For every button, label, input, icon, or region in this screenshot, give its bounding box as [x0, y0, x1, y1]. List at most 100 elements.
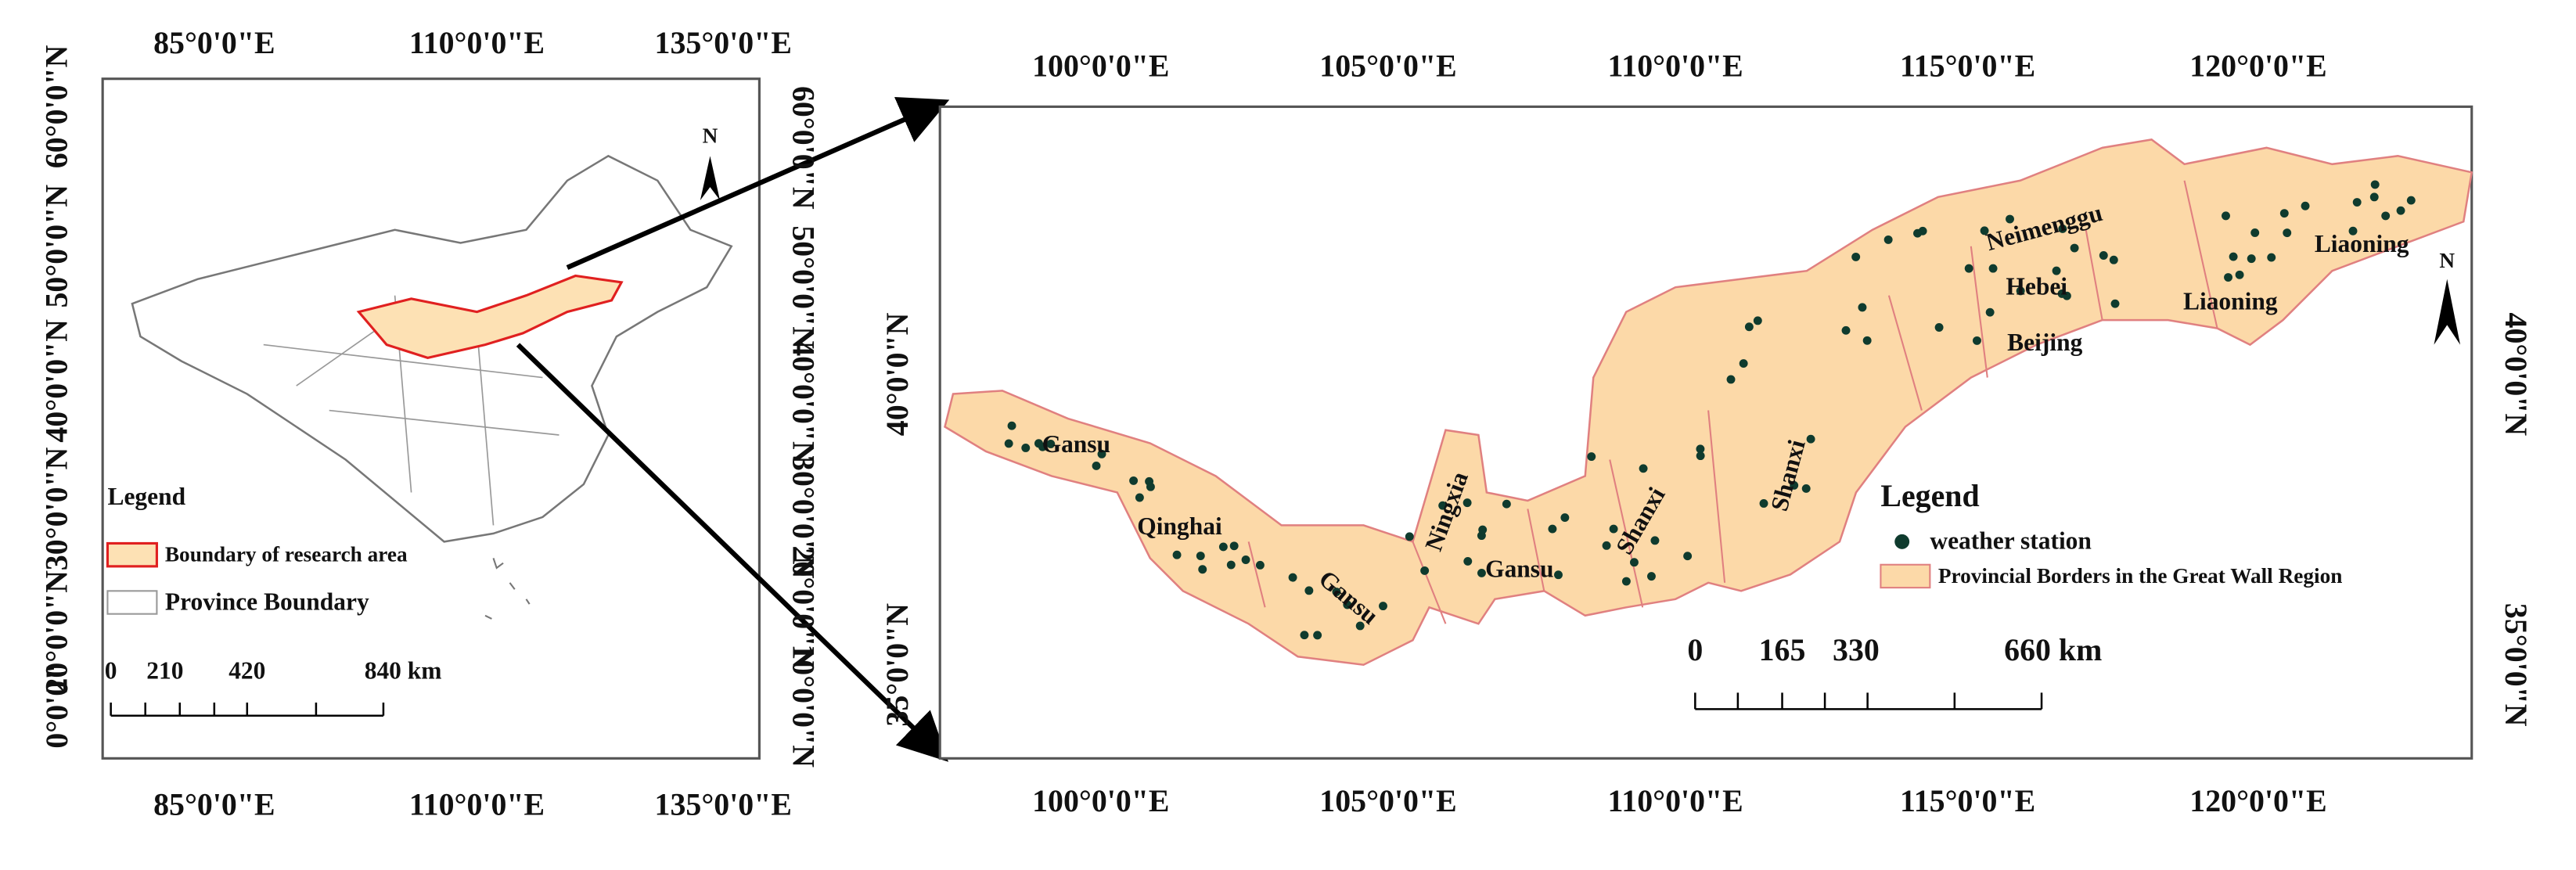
y-label: 60°0'0"N	[786, 86, 822, 210]
weather-station	[1462, 498, 1472, 508]
legend-label: Provincial Borders in the Great Wall Reg…	[1938, 564, 2343, 588]
legend-swatch	[106, 541, 158, 568]
weather-station	[2301, 201, 2310, 210]
weather-station	[1146, 482, 1155, 491]
weather-station	[1862, 336, 1872, 345]
weather-station	[1841, 325, 1851, 335]
province-label: Hebei	[2006, 272, 2067, 300]
weather-station	[1858, 303, 1867, 312]
weather-station	[1172, 550, 1182, 559]
legend-title: Legend	[107, 483, 185, 510]
weather-station	[2396, 206, 2405, 215]
weather-station	[1739, 359, 1748, 368]
weather-station	[1502, 499, 1511, 509]
weather-station	[2016, 286, 2025, 296]
y-label: 40°0'0"N	[39, 319, 74, 443]
weather-station	[2099, 251, 2108, 260]
y-label: 20°0'0"N	[786, 545, 822, 669]
weather-station	[2109, 255, 2118, 264]
weather-station	[2058, 224, 2067, 233]
weather-station	[1300, 631, 1309, 640]
weather-station	[1343, 600, 1352, 609]
weather-station	[1790, 480, 1799, 490]
weather-station	[2070, 243, 2079, 253]
province-borders	[1247, 180, 2218, 624]
weather-station	[1726, 375, 1736, 384]
weather-station	[1548, 524, 1557, 534]
weather-station	[1135, 493, 1144, 502]
weather-station	[1801, 484, 1811, 493]
weather-station	[1650, 536, 1660, 545]
weather-station	[1806, 434, 1815, 444]
weather-station	[1683, 552, 1693, 561]
weather-station	[1913, 228, 1922, 238]
weather-station	[1288, 573, 1297, 582]
x-label: 135°0'0"E	[655, 25, 792, 60]
weather-station	[2369, 192, 2379, 202]
scale-label: 0	[1687, 632, 1703, 667]
arrow	[566, 97, 950, 270]
y-label: 50°0'0"N	[39, 185, 74, 308]
y-label: 40°0'0"N	[880, 312, 915, 436]
weather-station	[1988, 264, 1998, 273]
province-label: Liaoning	[2315, 230, 2409, 257]
weather-station	[1226, 560, 1236, 570]
legend-title: Legend	[1880, 478, 1979, 513]
weather-station	[1696, 451, 1705, 461]
weather-station	[1980, 226, 1989, 235]
weather-station	[1034, 439, 1043, 448]
weather-station	[1477, 568, 1486, 577]
y-label: 35°0'0"N	[2499, 603, 2534, 727]
scale-bar	[1694, 692, 2043, 710]
weather-station	[2062, 291, 2071, 300]
research-area	[356, 274, 624, 360]
weather-station	[1332, 588, 1341, 596]
arrow	[516, 343, 949, 762]
x-label: 120°0'0"E	[2189, 48, 2326, 83]
province-label: Beijing	[2007, 329, 2082, 356]
x-label: 105°0'0"E	[1319, 783, 1456, 818]
weather-station	[2250, 228, 2260, 237]
weather-station	[1883, 235, 1893, 244]
weather-station	[2052, 266, 2061, 275]
x-label: 85°0'0"E	[153, 25, 275, 60]
weather-station	[1851, 252, 1861, 261]
y-label: 0°0'0"	[39, 663, 74, 749]
weather-station	[1046, 440, 1056, 448]
weather-station	[2370, 180, 2380, 189]
y-label: 40°0'0"N	[786, 340, 822, 464]
weather-station	[1218, 542, 1228, 552]
weather-station	[1646, 572, 1656, 581]
scale-label: 0	[105, 656, 117, 684]
weather-station	[1255, 560, 1265, 570]
north-arrow	[700, 156, 721, 200]
weather-station	[1934, 323, 1944, 332]
north-label: N	[703, 124, 718, 148]
legend-label: Boundary of research area	[165, 543, 408, 566]
weather-station	[1229, 541, 1239, 551]
province-label: Qinghai	[1137, 512, 1222, 540]
weather-station	[2279, 209, 2289, 218]
weather-station	[1560, 513, 1570, 523]
weather-station	[1696, 444, 1705, 454]
weather-station	[2348, 226, 2358, 235]
scale-label: 420	[228, 656, 265, 684]
x-label: 110°0'0"E	[1608, 48, 1743, 83]
weather-station	[1021, 444, 1031, 452]
weather-station	[2406, 196, 2416, 205]
weather-station	[1973, 336, 1981, 345]
x-label: 105°0'0"E	[1319, 48, 1456, 83]
province-label: Gansu	[1042, 430, 1110, 458]
legend-swatch	[106, 590, 158, 615]
x-label: 85°0'0"E	[153, 786, 275, 821]
weather-station	[1478, 525, 1488, 534]
station-group	[1004, 180, 2416, 640]
scale-label: 660 km	[2004, 632, 2102, 667]
y-label: 40°0'0"N	[2499, 313, 2534, 437]
weather-station	[1753, 316, 1762, 325]
weather-station	[1379, 602, 1387, 611]
weather-station	[1602, 541, 1611, 550]
weather-station	[1313, 631, 1322, 640]
scale-label: 210	[146, 656, 183, 684]
legend-swatch	[1880, 563, 1931, 589]
